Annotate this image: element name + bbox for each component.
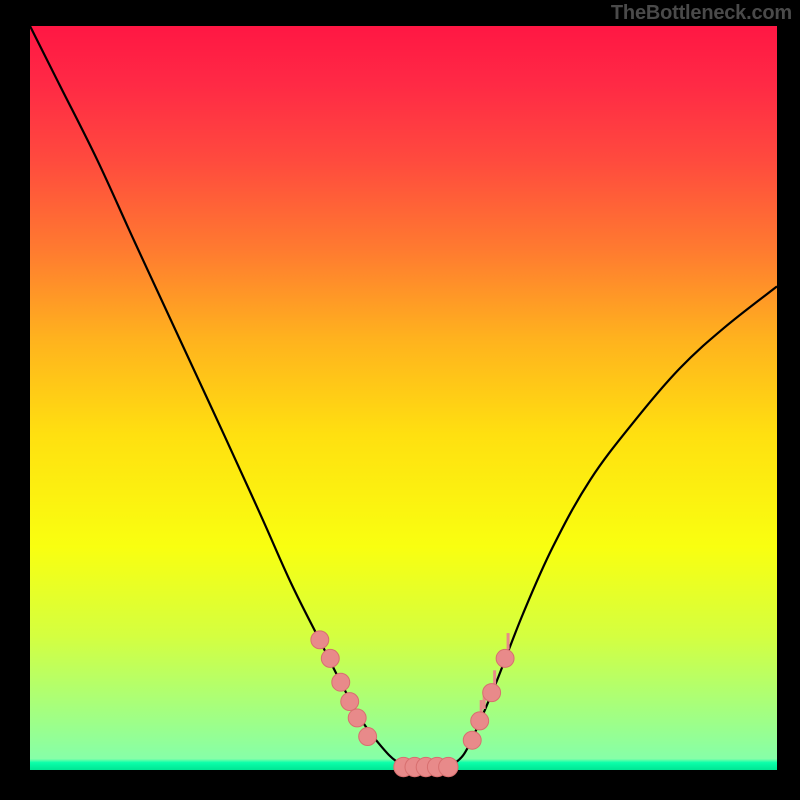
marker-left [359,728,377,746]
chart-root: TheBottleneck.com [0,0,800,800]
marker-left [341,693,359,711]
marker-right [483,684,501,702]
marker-bottom [439,757,458,776]
curve-left-branch [30,26,411,767]
marker-right [463,731,481,749]
marker-left [311,631,329,649]
marker-right [471,712,489,730]
marker-left [332,673,350,691]
watermark-text: TheBottleneck.com [611,2,792,25]
plot-svg [30,26,777,770]
marker-left [321,649,339,667]
marker-left [348,709,366,727]
marker-right [496,649,514,667]
